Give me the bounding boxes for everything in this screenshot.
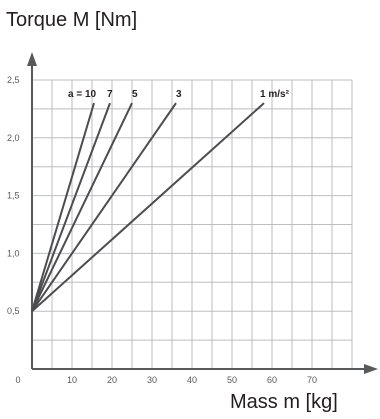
- series-label: a = 10: [68, 89, 97, 100]
- series-line: [31, 102, 111, 312]
- y-axis-arrow: [27, 52, 37, 66]
- x-tick-label: 50: [227, 375, 237, 385]
- y-tick-label: 0,5: [7, 306, 20, 316]
- axes: [27, 52, 378, 374]
- y-tick-label: 1,0: [7, 248, 20, 258]
- series-line: [31, 102, 133, 312]
- x-axis-title: Mass m [kg]: [230, 391, 338, 413]
- x-tick-label: 30: [147, 375, 157, 385]
- series-labels: a = 10 7 5 3 1 m/s²: [68, 89, 290, 100]
- y-tick-label: 2,5: [7, 75, 20, 85]
- x-tick-label: 60: [267, 375, 277, 385]
- series-label: 1 m/s²: [260, 89, 290, 100]
- series-lines: [31, 102, 265, 312]
- tick-labels: 0 10 20 30 40 50 60 70 0,5 1,0 1,5 2,0 2,5: [7, 75, 317, 385]
- x-axis-arrow: [364, 364, 378, 374]
- grid: [32, 79, 353, 369]
- series-line: [31, 102, 265, 312]
- x-tick-label: 40: [187, 375, 197, 385]
- y-tick-label: 1,5: [7, 191, 20, 201]
- series-label: 7: [107, 89, 113, 100]
- series-label: 3: [176, 89, 182, 100]
- x-tick-label: 10: [67, 375, 77, 385]
- series-line: [31, 102, 177, 312]
- series-label: 5: [132, 89, 138, 100]
- y-axis-title: Torque M [Nm]: [6, 9, 137, 31]
- x-tick-label: 70: [307, 375, 317, 385]
- y-tick-label: 2,0: [7, 133, 20, 143]
- x-tick-label: 20: [107, 375, 117, 385]
- x-tick-label: 0: [15, 375, 20, 385]
- series-line: [31, 102, 95, 312]
